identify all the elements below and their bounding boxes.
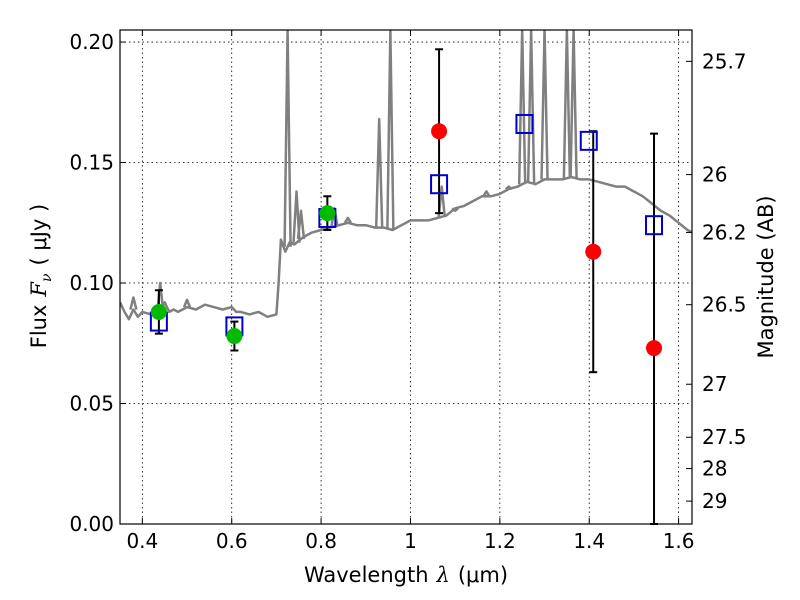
red-data-point [431, 123, 448, 140]
points-layer [149, 48, 664, 525]
emission-line-spike [182, 298, 192, 308]
green-data-point [319, 205, 336, 222]
y-tick-label: 0.15 [69, 151, 114, 175]
y-axis-symbol: F [27, 281, 51, 298]
emission-line-spike [343, 216, 352, 224]
x-axis-unit: (μm) [458, 563, 508, 587]
x-axis-title: Wavelength λ (μm) [304, 563, 508, 587]
y-axis-title: Flux Fν ( μJy ) [27, 204, 55, 348]
x-axis-symbol: λ [436, 563, 450, 587]
y-tick-label: 0.20 [69, 30, 114, 54]
ticks-layer: 0.4 0.6 0.8 1 1.2 1.4 1.6 0.00 0.05 0.10 0.15 0.20 2… [69, 30, 747, 553]
y2-tick-label: 26.5 [702, 293, 747, 317]
model-square-marker [645, 215, 664, 236]
x-tick-label: 1.2 [484, 529, 516, 553]
y-tick-label: 0.00 [69, 512, 114, 536]
emission-line-spike [482, 190, 491, 197]
y2-tick-label: 29 [702, 489, 727, 513]
spectrum-layer [120, 30, 692, 321]
green-data-point [150, 303, 167, 320]
emission-line-spike [374, 117, 384, 228]
emission-line-spike [517, 30, 527, 185]
y-tick-label: 0.05 [69, 392, 114, 416]
x-tick-label: 1.6 [663, 529, 695, 553]
y2-tick-label: 26.2 [702, 220, 747, 244]
emission-line-spike [283, 30, 292, 247]
emission-line-spike [386, 30, 395, 230]
y-axis-unit: ( μJy ) [27, 204, 51, 266]
y-axis-label: Flux [27, 305, 51, 349]
y2-axis-title: Magnitude (AB) [754, 195, 778, 358]
red-data-point [646, 340, 663, 357]
grid [120, 30, 692, 525]
y2-tick-label: 27.5 [702, 425, 747, 449]
x-axis-label: Wavelength [304, 563, 429, 587]
plot-frame [119, 29, 693, 525]
emission-line-spike [129, 296, 138, 310]
emission-line-spike [540, 30, 549, 180]
emission-line-spike [526, 30, 536, 184]
x-tick-label: 0.6 [216, 529, 248, 553]
emission-line-spike [504, 185, 513, 191]
y-axis-subscript: ν [39, 273, 55, 282]
y2-tick-label: 28 [702, 457, 727, 481]
emission-line-spike [451, 207, 459, 212]
green-data-point [226, 328, 243, 345]
emission-line-spike [296, 209, 306, 240]
x-tick-label: 1.4 [573, 529, 605, 553]
spectrum-line [120, 175, 692, 321]
model-square-marker [579, 130, 598, 151]
y-tick-label: 0.10 [69, 271, 114, 295]
emission-line-spike [569, 30, 578, 178]
y2-tick-label: 25.7 [702, 49, 747, 73]
emission-line-spike [562, 30, 572, 179]
model-square-marker [430, 174, 449, 195]
y2-tick-label: 26 [702, 163, 727, 187]
x-tick-label: 0.4 [126, 529, 158, 553]
x-tick-label: 1 [404, 529, 417, 553]
model-square-marker [515, 113, 534, 134]
red-data-point [585, 243, 602, 260]
y2-tick-label: 27 [702, 372, 727, 396]
x-tick-label: 0.8 [305, 529, 337, 553]
